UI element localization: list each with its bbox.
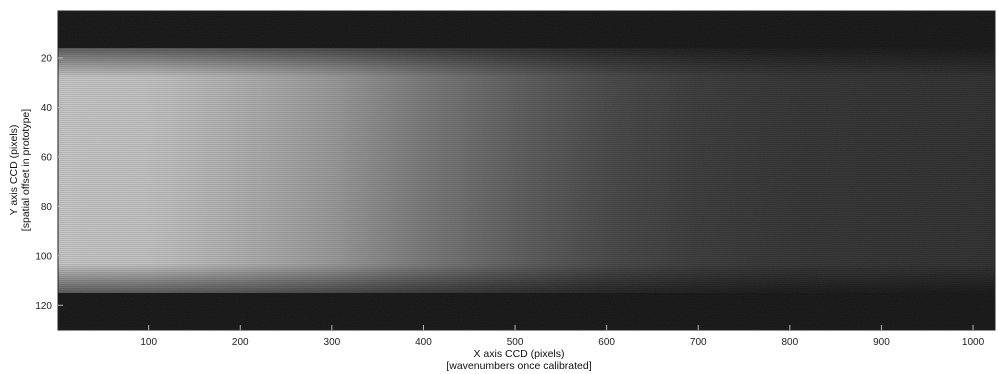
y-axis-label: Y axis CCD (pixels): [8, 125, 20, 216]
x-axis-sublabel: [wavenumbers once calibrated]: [446, 360, 591, 372]
plot-frame: [57, 10, 996, 331]
x-axis-label: X axis CCD (pixels): [473, 348, 564, 360]
x-tick-label: 1000: [962, 337, 985, 348]
x-tick-label: 500: [507, 337, 524, 348]
x-tick-label: 400: [415, 337, 432, 348]
y-tick-label: 20: [41, 53, 53, 64]
y-tick-label: 80: [41, 202, 53, 213]
y-axis-ticks: 20 40 60 80 100 120: [35, 53, 63, 312]
y-tick-label: 100: [35, 251, 52, 262]
x-tick-label: 900: [873, 337, 890, 348]
x-tick-label: 300: [324, 337, 341, 348]
y-tick-label: 40: [41, 103, 53, 114]
plot-area: [57, 10, 996, 331]
sensor-noise: [58, 11, 995, 330]
x-tick-label: 600: [598, 337, 615, 348]
x-tick-label: 100: [140, 337, 157, 348]
y-tick-label: 120: [35, 301, 52, 312]
x-tick-label: 800: [781, 337, 798, 348]
x-tick-label: 200: [232, 337, 249, 348]
x-axis-ticks: 100 200 300 400 500 600 700 800 900 1000: [140, 325, 985, 348]
x-tick-label: 700: [690, 337, 707, 348]
y-tick-label: 60: [41, 152, 53, 163]
y-axis-sublabel: [spatial offset in prototype]: [20, 109, 32, 231]
